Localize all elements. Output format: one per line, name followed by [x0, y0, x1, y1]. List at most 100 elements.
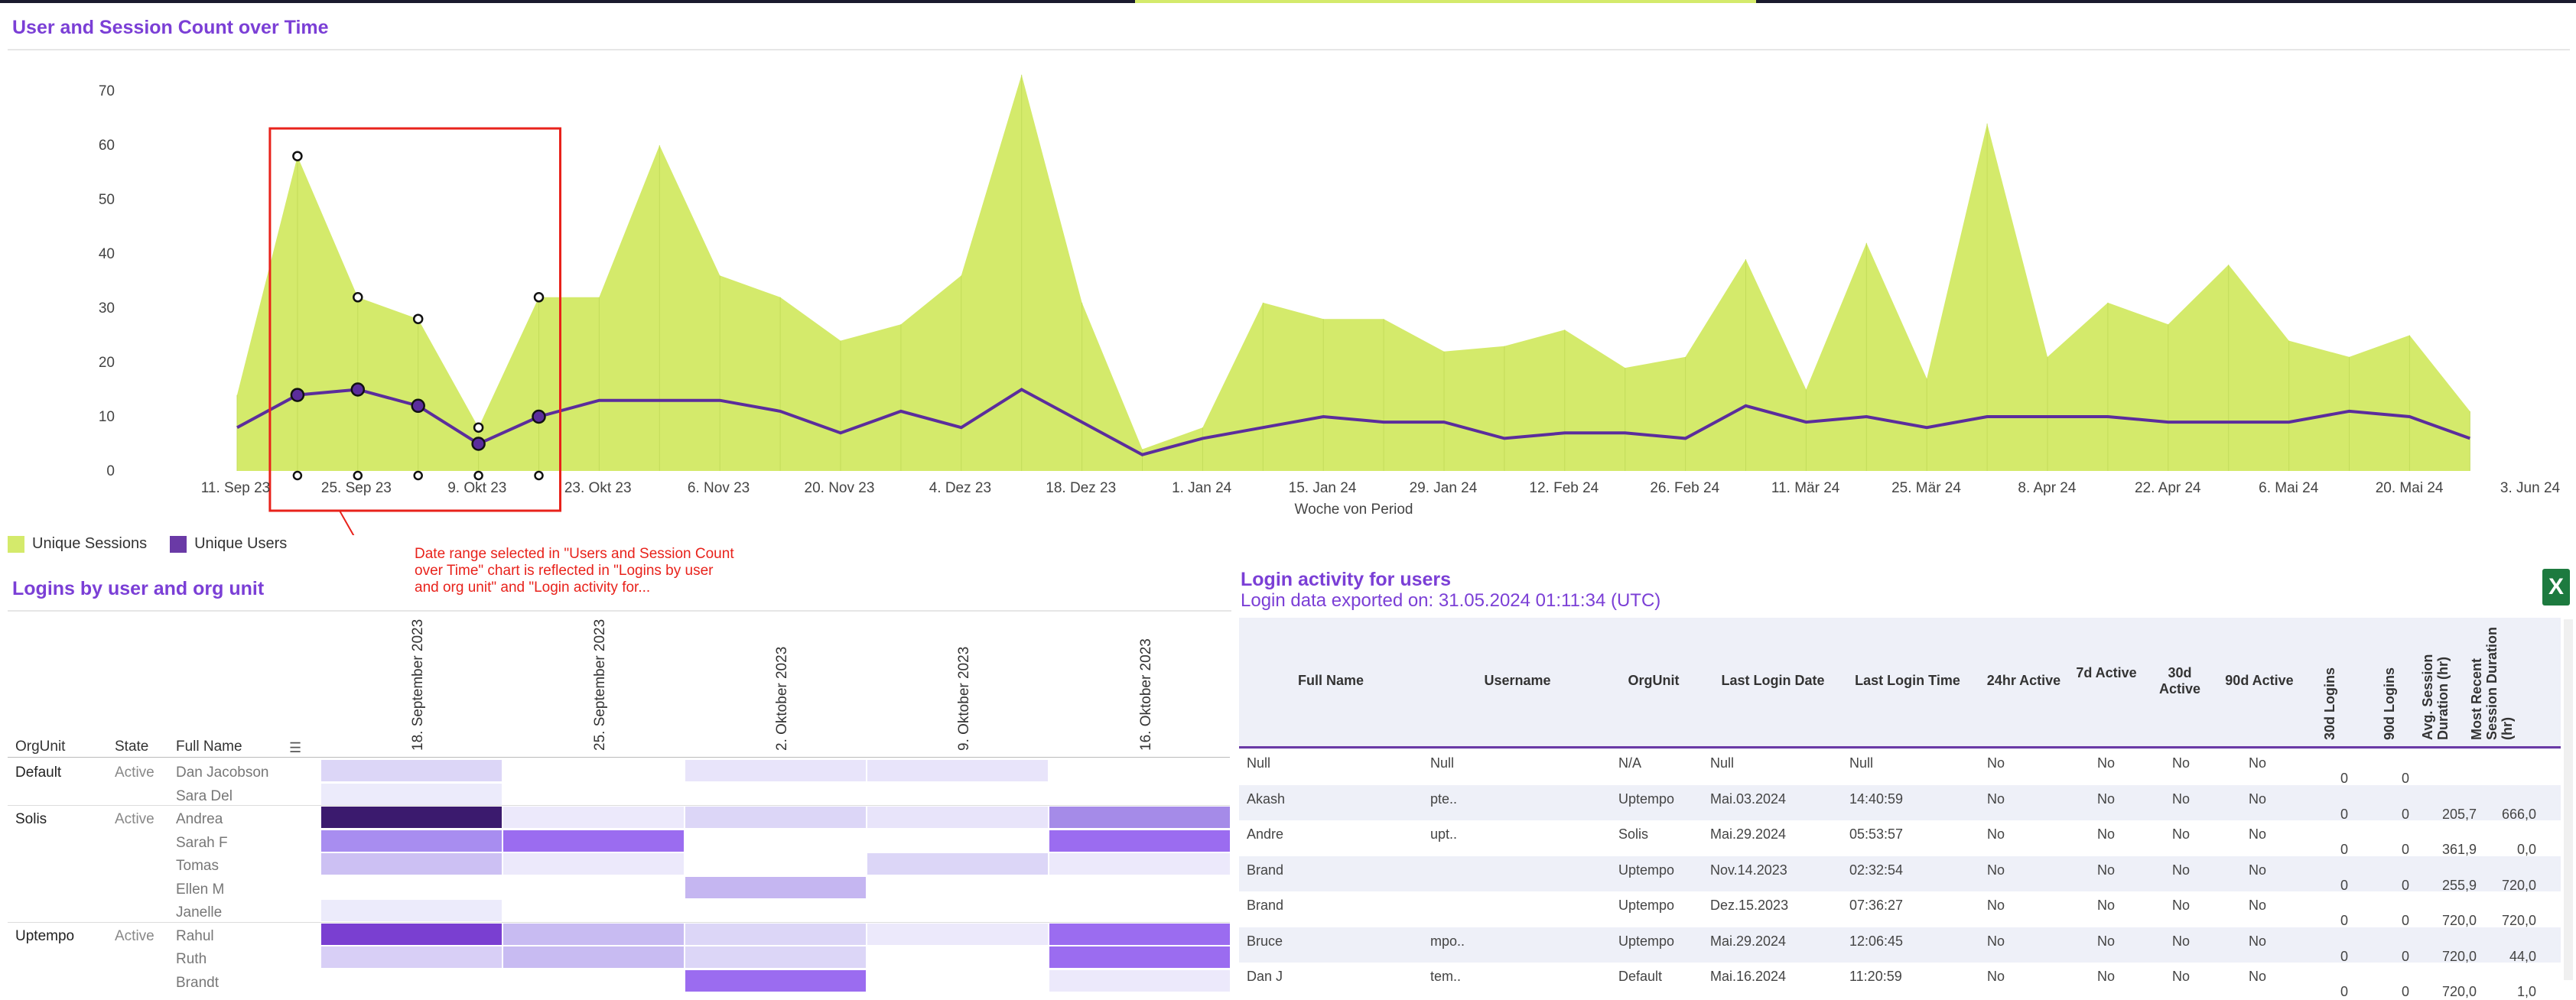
- heatmap-cell[interactable]: [685, 946, 866, 968]
- table-column-header[interactable]: 30d Logins: [2322, 625, 2354, 740]
- legend-item-users[interactable]: Unique Users: [170, 535, 287, 553]
- heatmap-cell[interactable]: [867, 969, 1048, 992]
- heatmap-cell[interactable]: [503, 830, 684, 852]
- heatmap-cell[interactable]: [685, 900, 866, 921]
- heatmap-cell[interactable]: [321, 830, 502, 852]
- chart-divider: [8, 49, 2570, 50]
- heatmap-cell[interactable]: [1049, 900, 1230, 921]
- legend-item-sessions[interactable]: Unique Sessions: [8, 535, 147, 553]
- table-row[interactable]: Brand Uptempo Nov.14.2023 02:32:54 No No No No 0…: [1239, 856, 2561, 893]
- heatmap-cell[interactable]: [503, 783, 684, 805]
- heatmap-cell[interactable]: [685, 876, 866, 898]
- heatmap-cell[interactable]: [1049, 969, 1230, 992]
- table-column-header[interactable]: Last Login Date: [1721, 673, 1825, 688]
- table-row[interactable]: Brand Uptempo Dez.15.2023 07:36:27 No No No No 0…: [1239, 891, 2561, 928]
- heatmap-cell[interactable]: [1049, 923, 1230, 945]
- row-fullname: Sarah F: [176, 834, 228, 851]
- heatmap-cell[interactable]: [685, 969, 866, 992]
- heatmap-row: Default Active Dan Jacobson: [8, 760, 1230, 784]
- heatmap-cell[interactable]: [685, 830, 866, 852]
- heatmap-column-header[interactable]: 18. September 2023: [410, 619, 442, 751]
- heatmap-divider: [8, 610, 1231, 612]
- row-org: Solis: [15, 811, 47, 827]
- heatmap-column-header[interactable]: 25. September 2023: [592, 619, 624, 751]
- table-row[interactable]: Dan J tem.. Default Mai.16.2024 11:20:59 No No…: [1239, 963, 2561, 999]
- heatmap-cell[interactable]: [321, 853, 502, 875]
- table-row[interactable]: Akash pte.. Uptempo Mai.03.2024 14:40:59 No No…: [1239, 784, 2561, 822]
- heatmap-cell[interactable]: [1049, 830, 1230, 852]
- cell-90d-active: No: [2249, 862, 2267, 878]
- heatmap-cell[interactable]: [321, 876, 502, 898]
- y-tick-label: 40: [99, 246, 115, 262]
- y-tick-label: 50: [99, 192, 115, 208]
- table-column-header[interactable]: 24hr Active: [1986, 673, 2061, 688]
- heatmap-cell[interactable]: [867, 900, 1048, 921]
- session-selected-point: [292, 151, 303, 161]
- heatmap-cell[interactable]: [321, 969, 502, 992]
- table-column-header[interactable]: 30d Active: [2158, 665, 2201, 696]
- heatmap-cell[interactable]: [867, 830, 1048, 852]
- heatmap-cell[interactable]: [867, 807, 1048, 828]
- header-state[interactable]: State: [115, 739, 149, 755]
- x-tick-label: 26. Feb 24: [1650, 480, 1719, 496]
- heatmap-cell[interactable]: [503, 876, 684, 898]
- heatmap-column-header[interactable]: 2. Oktober 2023: [774, 621, 806, 751]
- table-column-header[interactable]: 90d Active: [2225, 673, 2294, 688]
- x-tick-label: 1. Jan 24: [1172, 480, 1232, 496]
- heatmap-cell[interactable]: [503, 853, 684, 875]
- cell-7d-active: No: [2097, 969, 2116, 984]
- table-column-header[interactable]: 90d Logins: [2382, 625, 2414, 740]
- heatmap-cell[interactable]: [1049, 783, 1230, 805]
- heatmap-cell[interactable]: [867, 876, 1048, 898]
- table-scrollbar[interactable]: [2564, 619, 2573, 980]
- heatmap-column-header[interactable]: 16. Oktober 2023: [1138, 621, 1170, 751]
- top-tab-strip: [0, 0, 2576, 3]
- heatmap-cell[interactable]: [867, 946, 1048, 968]
- sort-icon[interactable]: ☰: [289, 740, 302, 755]
- heatmap-cell[interactable]: [685, 760, 866, 781]
- row-org: Default: [15, 765, 62, 781]
- heatmap-cell[interactable]: [321, 783, 502, 805]
- heatmap-cell[interactable]: [321, 946, 502, 968]
- table-column-header[interactable]: OrgUnit: [1628, 673, 1680, 688]
- heatmap-cell[interactable]: [1049, 760, 1230, 781]
- heatmap-cell[interactable]: [321, 923, 502, 945]
- heatmap-cell[interactable]: [1049, 876, 1230, 898]
- header-fullname[interactable]: Full Name: [176, 739, 242, 755]
- heatmap-cell[interactable]: [685, 853, 866, 875]
- excel-export-icon[interactable]: X: [2542, 569, 2570, 606]
- table-row[interactable]: Null Null N/A Null Null No No No No 0 0: [1239, 749, 2561, 786]
- row-fullname: Ruth: [176, 951, 207, 967]
- heatmap-cell[interactable]: [321, 900, 502, 921]
- heatmap-cell[interactable]: [503, 923, 684, 945]
- heatmap-cell[interactable]: [503, 969, 684, 992]
- table-column-header[interactable]: Last Login Time: [1855, 673, 1960, 688]
- heatmap-column-header[interactable]: 9. Oktober 2023: [956, 621, 988, 751]
- heatmap-cell[interactable]: [1049, 853, 1230, 875]
- user-session-chart[interactable]: 0 10 20 30 40 50 60 70 11. Sep 23 25. Sep 23 9. Ok…: [0, 46, 2576, 535]
- heatmap-cell[interactable]: [685, 783, 866, 805]
- heatmap-cell[interactable]: [1049, 807, 1230, 828]
- cell-recent-session: 44,0: [2509, 948, 2536, 964]
- table-column-header[interactable]: Full Name: [1297, 673, 1364, 688]
- heatmap-cell[interactable]: [867, 923, 1048, 945]
- table-column-header[interactable]: Most Recent Session Duration (hr): [2469, 625, 2539, 740]
- heatmap-cell[interactable]: [503, 900, 684, 921]
- header-orgunit[interactable]: OrgUnit: [15, 739, 66, 755]
- heatmap-cell[interactable]: [503, 807, 684, 828]
- table-column-header[interactable]: 7d Active: [2076, 665, 2137, 680]
- heatmap-cell[interactable]: [503, 760, 684, 781]
- heatmap-cell[interactable]: [321, 807, 502, 828]
- heatmap-cell[interactable]: [321, 760, 502, 781]
- heatmap-row: Solis Active Andrea: [8, 807, 1230, 831]
- table-row[interactable]: Andre upt.. Solis Mai.29.2024 05:53:57 No No No…: [1239, 820, 2561, 857]
- table-column-header[interactable]: Username: [1484, 673, 1551, 688]
- heatmap-cell[interactable]: [867, 853, 1048, 875]
- heatmap-cell[interactable]: [503, 946, 684, 968]
- heatmap-cell[interactable]: [867, 783, 1048, 805]
- table-row[interactable]: Bruce mpo.. Uptempo Mai.29.2024 12:06:45 No No…: [1239, 927, 2561, 964]
- heatmap-cell[interactable]: [867, 760, 1048, 781]
- heatmap-cell[interactable]: [685, 923, 866, 945]
- heatmap-cell[interactable]: [685, 807, 866, 828]
- heatmap-cell[interactable]: [1049, 946, 1230, 968]
